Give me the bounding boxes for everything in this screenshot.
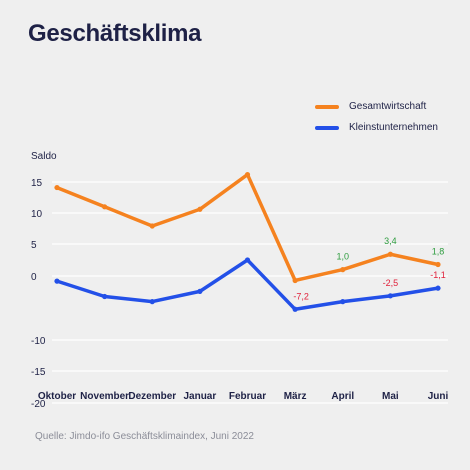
x-tick-label: Juni bbox=[428, 391, 449, 402]
y-tick-label: -10 bbox=[31, 336, 46, 347]
data-point bbox=[340, 299, 346, 305]
y-tick-label: -15 bbox=[31, 367, 46, 378]
data-point bbox=[435, 261, 441, 268]
data-point bbox=[340, 267, 346, 273]
data-point bbox=[102, 204, 108, 210]
data-point bbox=[149, 299, 155, 305]
legend-label: Kleinstunternehmen bbox=[349, 122, 438, 133]
data-point bbox=[244, 257, 251, 263]
data-point bbox=[435, 285, 441, 291]
legend-item-gesamtwirtschaft: Gesamtwirtschaft bbox=[315, 96, 438, 117]
x-tick-label: März bbox=[284, 391, 307, 402]
data-point bbox=[292, 306, 298, 312]
x-tick-label: Januar bbox=[183, 391, 216, 402]
series-line-0 bbox=[55, 172, 440, 283]
y-tick-label: 0 bbox=[31, 272, 37, 283]
legend-swatch-blue bbox=[315, 125, 339, 130]
x-tick-label: Oktober bbox=[38, 391, 76, 402]
x-tick-label: Dezember bbox=[128, 391, 176, 402]
x-tick-label: April bbox=[331, 391, 354, 402]
legend-swatch-orange bbox=[315, 104, 339, 109]
data-label: 1,8 bbox=[432, 246, 445, 256]
legend-item-kleinstunternehmen: Kleinstunternehmen bbox=[315, 117, 438, 138]
data-point bbox=[387, 251, 393, 257]
data-point bbox=[197, 206, 203, 212]
data-label: -7,2 bbox=[293, 291, 309, 301]
data-point bbox=[244, 171, 251, 178]
data-label: -1,1 bbox=[430, 270, 446, 280]
y-tick-label: 5 bbox=[31, 240, 37, 251]
y-axis-label: Saldo bbox=[31, 151, 57, 162]
data-point bbox=[387, 293, 393, 299]
data-point bbox=[149, 223, 155, 229]
x-tick-label: November bbox=[80, 391, 129, 402]
data-label: 3,4 bbox=[384, 236, 397, 246]
legend-label: Gesamtwirtschaft bbox=[349, 101, 427, 112]
data-point bbox=[54, 278, 60, 284]
data-point bbox=[102, 293, 108, 300]
data-point bbox=[292, 277, 298, 284]
series-line-1 bbox=[55, 258, 440, 312]
y-tick-label: 15 bbox=[31, 178, 43, 189]
y-tick-label: -20 bbox=[31, 399, 46, 410]
chart-title: Geschäftsklima bbox=[28, 20, 202, 47]
data-label: 1,0 bbox=[336, 252, 349, 262]
data-label: -2,5 bbox=[383, 278, 399, 288]
data-point bbox=[197, 288, 203, 294]
data-point bbox=[54, 184, 60, 191]
x-tick-label: Mai bbox=[382, 391, 399, 402]
x-tick-label: Februar bbox=[229, 391, 266, 402]
y-tick-label: 10 bbox=[31, 209, 43, 220]
legend: Gesamtwirtschaft Kleinstunternehmen bbox=[315, 96, 438, 138]
source-note: Quelle: Jimdo-ifo Geschäftsklimaindex, J… bbox=[35, 431, 254, 442]
